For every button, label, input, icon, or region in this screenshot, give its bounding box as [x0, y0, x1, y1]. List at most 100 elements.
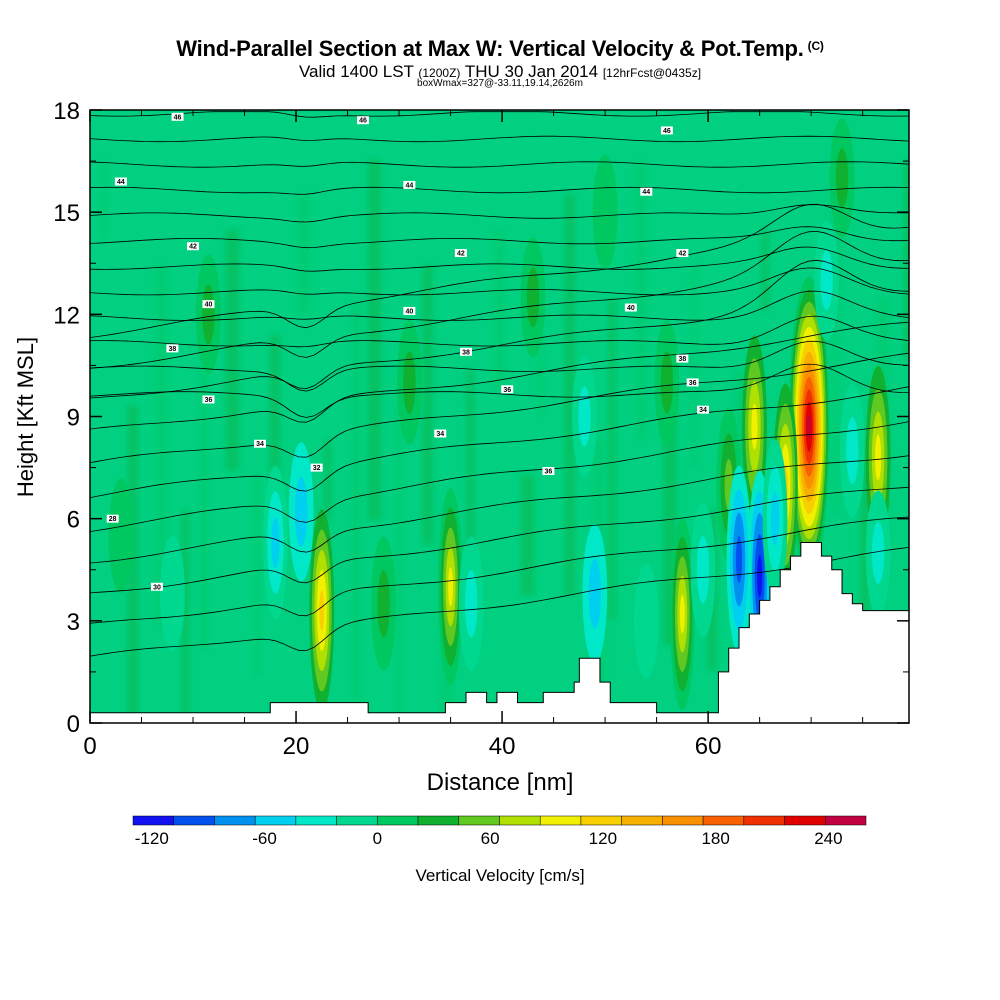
weak-motion-streak: [860, 440, 871, 720]
weak-motion-streak: [100, 160, 108, 240]
isentrope-label-bg: [253, 439, 266, 448]
isentrope-label-bg: [460, 347, 473, 356]
y-axis-label: Height [Kft MSL]: [13, 337, 38, 497]
isentrope: [90, 204, 909, 223]
valid-date: THU 30 Jan 2014: [464, 62, 599, 81]
isentrope: [90, 315, 909, 348]
weak-motion-streak: [297, 195, 311, 315]
weak-motion-streak: [324, 440, 332, 520]
isentrope-label: 34: [436, 431, 444, 438]
isentrope-label-bg: [696, 405, 709, 414]
weak-motion-streak: [690, 265, 698, 465]
isentrope: [90, 516, 909, 624]
weak-motion-streak: [422, 265, 433, 545]
weak-motion-streak: [253, 475, 261, 675]
updraft-core: [520, 237, 546, 358]
downdraft-core: [690, 502, 716, 637]
potential-temperature-contours: [90, 111, 909, 657]
weak-motion-streak: [564, 195, 575, 595]
downdraft-core-contour: [295, 477, 308, 547]
x-axis: 0 20 40 60: [83, 110, 864, 760]
y-tick-label: 3: [67, 609, 80, 636]
isentrope: [90, 230, 909, 369]
colorbar-swatch: [132, 815, 174, 826]
updraft-core: [592, 154, 618, 270]
colorbar-swatch: [295, 815, 337, 826]
isentrope: [90, 203, 909, 338]
downdraft-core: [762, 439, 788, 598]
isentrope-label: 42: [678, 251, 686, 258]
isentrope-label-bg: [676, 354, 689, 363]
downdraft-core-contour: [696, 536, 710, 604]
isentrope-label: 36: [545, 468, 553, 475]
y-tick-label: 6: [67, 507, 80, 534]
updraft-core-contour: [377, 570, 390, 638]
isentrope-label-bg: [114, 177, 127, 186]
downdraft-core-contour: [588, 558, 601, 629]
downdraft-core: [839, 383, 865, 518]
colorbar-swatch: [499, 815, 541, 826]
weak-motion-streak: [832, 195, 840, 515]
isentrope-label: 40: [205, 302, 213, 309]
colorbar-swatch: [539, 815, 582, 826]
y-tick-label: 18: [53, 98, 80, 125]
downdraft-core: [572, 356, 597, 477]
isentrope-label: 46: [174, 114, 182, 121]
y-tick-label: 9: [67, 405, 80, 432]
downdraft-core-contour: [735, 536, 743, 584]
isentrope-label-bg: [403, 180, 416, 189]
colorbar-swatch: [377, 815, 419, 826]
chart-subtitle: Valid 1400 LST (1200Z) THU 30 Jan 2014 […: [0, 62, 1000, 82]
isentrope: [90, 321, 909, 430]
updraft-core-contour: [202, 284, 215, 345]
isentrope: [90, 547, 909, 657]
weak-motion-streak: [636, 160, 646, 440]
isentrope-label: 40: [627, 305, 635, 312]
downdraft-core-contour: [271, 516, 280, 569]
colorbar-swatch: [254, 815, 297, 826]
colorbar-swatch: [825, 815, 867, 826]
downdraft-core-contour: [640, 592, 653, 650]
colorbar-swatch: [743, 815, 785, 826]
colorbar-swatch: [336, 815, 378, 826]
updraft-core-contour: [751, 403, 758, 450]
colorbar-tick-label: 0: [373, 829, 382, 848]
weak-motion-streak: [154, 265, 168, 625]
colorbar-tick-label: 60: [481, 829, 500, 848]
downdraft-core: [582, 524, 608, 664]
isentrope-label: 42: [457, 251, 465, 258]
isentrope: [90, 290, 909, 321]
isentrope-label: 30: [153, 584, 161, 591]
updraft-core: [196, 254, 221, 375]
isentrope-label: 46: [359, 118, 367, 125]
isentrope-label: 44: [117, 179, 125, 186]
isentrope-label: 38: [678, 356, 686, 363]
colorbar-swatch: [621, 815, 663, 826]
isentrope: [90, 455, 909, 564]
updraft-core: [669, 517, 695, 711]
weak-motion-streak: [269, 335, 280, 495]
updraft-core-contour: [598, 183, 612, 241]
colorbar-tick-label: 120: [589, 829, 617, 848]
isentrope-label-bg: [403, 306, 416, 315]
isentrope-label: 42: [189, 244, 197, 251]
downdraft-core-contour: [871, 521, 885, 584]
isentrope-label-bg: [310, 463, 323, 472]
downdraft-core: [458, 536, 484, 671]
valid-utc: (1200Z): [418, 66, 461, 80]
colorbar-tick-label: 240: [814, 829, 842, 848]
downdraft-core-contour: [757, 555, 763, 598]
isentrope-label-bg: [660, 126, 673, 135]
isentrope-label-bg: [202, 395, 215, 404]
isentrope: [90, 267, 909, 296]
isentrope-label-bg: [501, 385, 514, 394]
downdraft-core: [726, 465, 752, 654]
y-tick-label: 12: [53, 302, 80, 329]
isentrope-label-bg: [171, 112, 184, 121]
chart-title: Wind-Parallel Section at Max W: Vertical…: [0, 36, 1000, 62]
isentrope: [90, 161, 909, 168]
isentrope: [90, 226, 909, 249]
isentrope: [90, 363, 909, 418]
colorbar-label: Vertical Velocity [cm/s]: [415, 866, 584, 885]
